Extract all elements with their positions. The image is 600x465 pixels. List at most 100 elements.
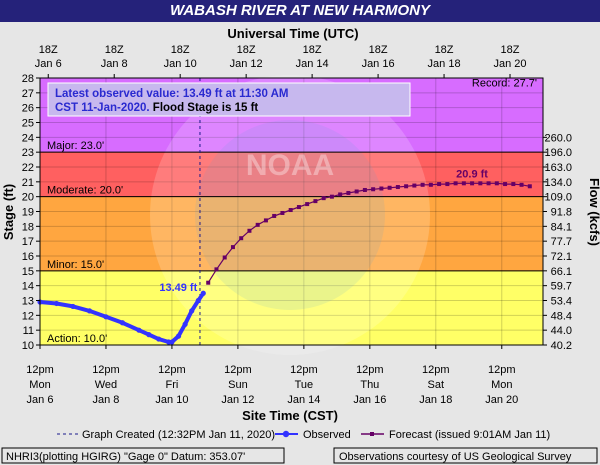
flow-tick-label: 44.0	[551, 325, 572, 337]
forecast-point	[494, 181, 499, 186]
stage-tick-label: 25	[22, 118, 34, 130]
observed-point	[189, 308, 195, 314]
stage-threshold-label: Action: 10.0'	[47, 333, 107, 345]
forecast-point	[461, 181, 466, 186]
local-tick-label-date: Jan 16	[353, 394, 386, 406]
flow-tick-label: 196.0	[544, 147, 572, 159]
observed-point	[53, 300, 60, 307]
utc-tick-label-hour: 18Z	[237, 44, 256, 56]
utc-tick-label-hour: 18Z	[435, 44, 454, 56]
forecast-point	[362, 187, 367, 192]
observed-point	[103, 314, 109, 320]
utc-tick-label-date: Jan 8	[101, 58, 128, 70]
forecast-point	[527, 184, 532, 189]
utc-tick-label-hour: 18Z	[303, 44, 322, 56]
top-axis-title: Universal Time (UTC)	[227, 26, 358, 41]
local-tick-label-hour: 12pm	[158, 364, 186, 376]
stage-tick-label: 28	[22, 73, 34, 85]
stage-tick-label: 11	[23, 325, 34, 337]
footer-credit-text: Observations courtesy of US Geological S…	[339, 451, 572, 463]
stage-tick-label: 12	[22, 310, 34, 322]
flow-tick-label: 72.1	[551, 251, 572, 263]
forecast-point	[305, 202, 310, 207]
stage-tick-label: 14	[22, 281, 34, 293]
forecast-point	[247, 228, 252, 233]
observed-point	[86, 308, 93, 314]
flow-tick-label: 134.0	[544, 177, 572, 189]
legend-forecast-label: Forecast (issued 9:01AM Jan 11)	[389, 429, 550, 441]
forecast-point	[395, 185, 400, 190]
forecast-peak-label: 20.9 ft	[456, 168, 488, 180]
stage-tick-label: 17	[22, 236, 34, 248]
stage-tick-label: 15	[22, 266, 34, 278]
local-tick-label-day: Mon	[29, 379, 50, 391]
local-tick-label-date: Jan 12	[221, 394, 254, 406]
noaa-seal-icon	[150, 75, 430, 355]
stage-tick-label: 18	[22, 221, 34, 233]
stage-tick-label: 10	[22, 340, 34, 352]
flow-tick-label: 84.1	[551, 221, 572, 233]
observed-point	[70, 303, 76, 310]
observed-point	[182, 321, 188, 327]
forecast-point	[371, 187, 376, 192]
stage-tick-label: 21	[22, 177, 34, 189]
utc-tick-label-date: Jan 6	[35, 58, 62, 70]
forecast-point	[428, 182, 433, 187]
footer-left-box	[1, 447, 285, 464]
legend-observed-label: Observed	[303, 429, 351, 441]
utc-tick-label-date: Jan 14	[296, 58, 329, 70]
forecast-point	[272, 213, 277, 218]
stage-threshold-label: Minor: 15.0'	[47, 259, 104, 271]
forecast-point	[214, 267, 219, 272]
observed-point	[169, 339, 175, 345]
forecast-point	[486, 181, 491, 186]
observed-point	[200, 290, 206, 296]
forecast-point	[338, 192, 343, 197]
flow-tick-label: 48.4	[551, 310, 572, 322]
local-tick-label-date: Jan 6	[27, 394, 54, 406]
forecast-point	[420, 182, 425, 187]
left-axis-title: Stage (ft)	[1, 184, 16, 240]
forecast-point	[313, 199, 318, 204]
forecast-point	[321, 196, 326, 201]
observed-point	[175, 333, 182, 339]
local-tick-label-hour: 12pm	[356, 364, 384, 376]
utc-tick-label-date: Jan 20	[494, 58, 527, 70]
legend-created-label: Graph Created (12:32PM Jan 11, 2020)	[82, 429, 275, 441]
observed-value-label: 13.49 ft	[159, 282, 197, 294]
chart-title: WABASH RIVER AT NEW HARMONY	[0, 0, 600, 22]
forecast-point	[296, 205, 301, 210]
noaa-watermark-text: NOAA	[246, 149, 334, 182]
flood-band	[40, 152, 543, 197]
local-tick-label-day: Wed	[95, 379, 117, 391]
local-tick-label-day: Tue	[295, 379, 314, 391]
utc-tick-label-date: Jan 10	[164, 58, 197, 70]
forecast-point	[478, 181, 483, 186]
local-tick-label-date: Jan 8	[93, 394, 120, 406]
flood-stage-note: Flood Stage is 15 ft	[150, 102, 259, 114]
forecast-point	[346, 190, 351, 195]
utc-tick-label-hour: 18Z	[105, 44, 124, 56]
bottom-axis-title: Site Time (CST)	[242, 408, 338, 423]
utc-tick-label-date: Jan 18	[428, 58, 461, 70]
latest-observed-box	[47, 82, 411, 117]
local-tick-label-hour: 12pm	[26, 364, 54, 376]
forecast-point	[503, 182, 508, 187]
forecast-point	[470, 181, 475, 186]
utc-tick-label-hour: 18Z	[171, 44, 190, 56]
stage-tick-label: 16	[22, 251, 34, 263]
local-tick-label-hour: 12pm	[224, 364, 252, 376]
forecast-point	[230, 245, 235, 250]
flow-tick-label: 260.0	[544, 132, 572, 144]
forecast-point	[437, 182, 442, 187]
local-tick-label-date: Jan 10	[155, 394, 188, 406]
footer-datum-text: NHRI3(plotting HGIRG) "Gage 0" Datum: 35…	[6, 451, 245, 463]
local-tick-label-day: Fri	[166, 379, 179, 391]
observed-point	[119, 320, 126, 326]
local-tick-label-hour: 12pm	[488, 364, 516, 376]
utc-tick-label-hour: 18Z	[501, 44, 520, 56]
latest-observed-line1: Latest observed value: 13.49 ft at 11:30…	[55, 88, 289, 100]
stage-tick-label: 20	[22, 192, 34, 204]
latest-observed-line2: CST 11-Jan-2020. Flood Stage is 15 ft	[55, 102, 258, 114]
